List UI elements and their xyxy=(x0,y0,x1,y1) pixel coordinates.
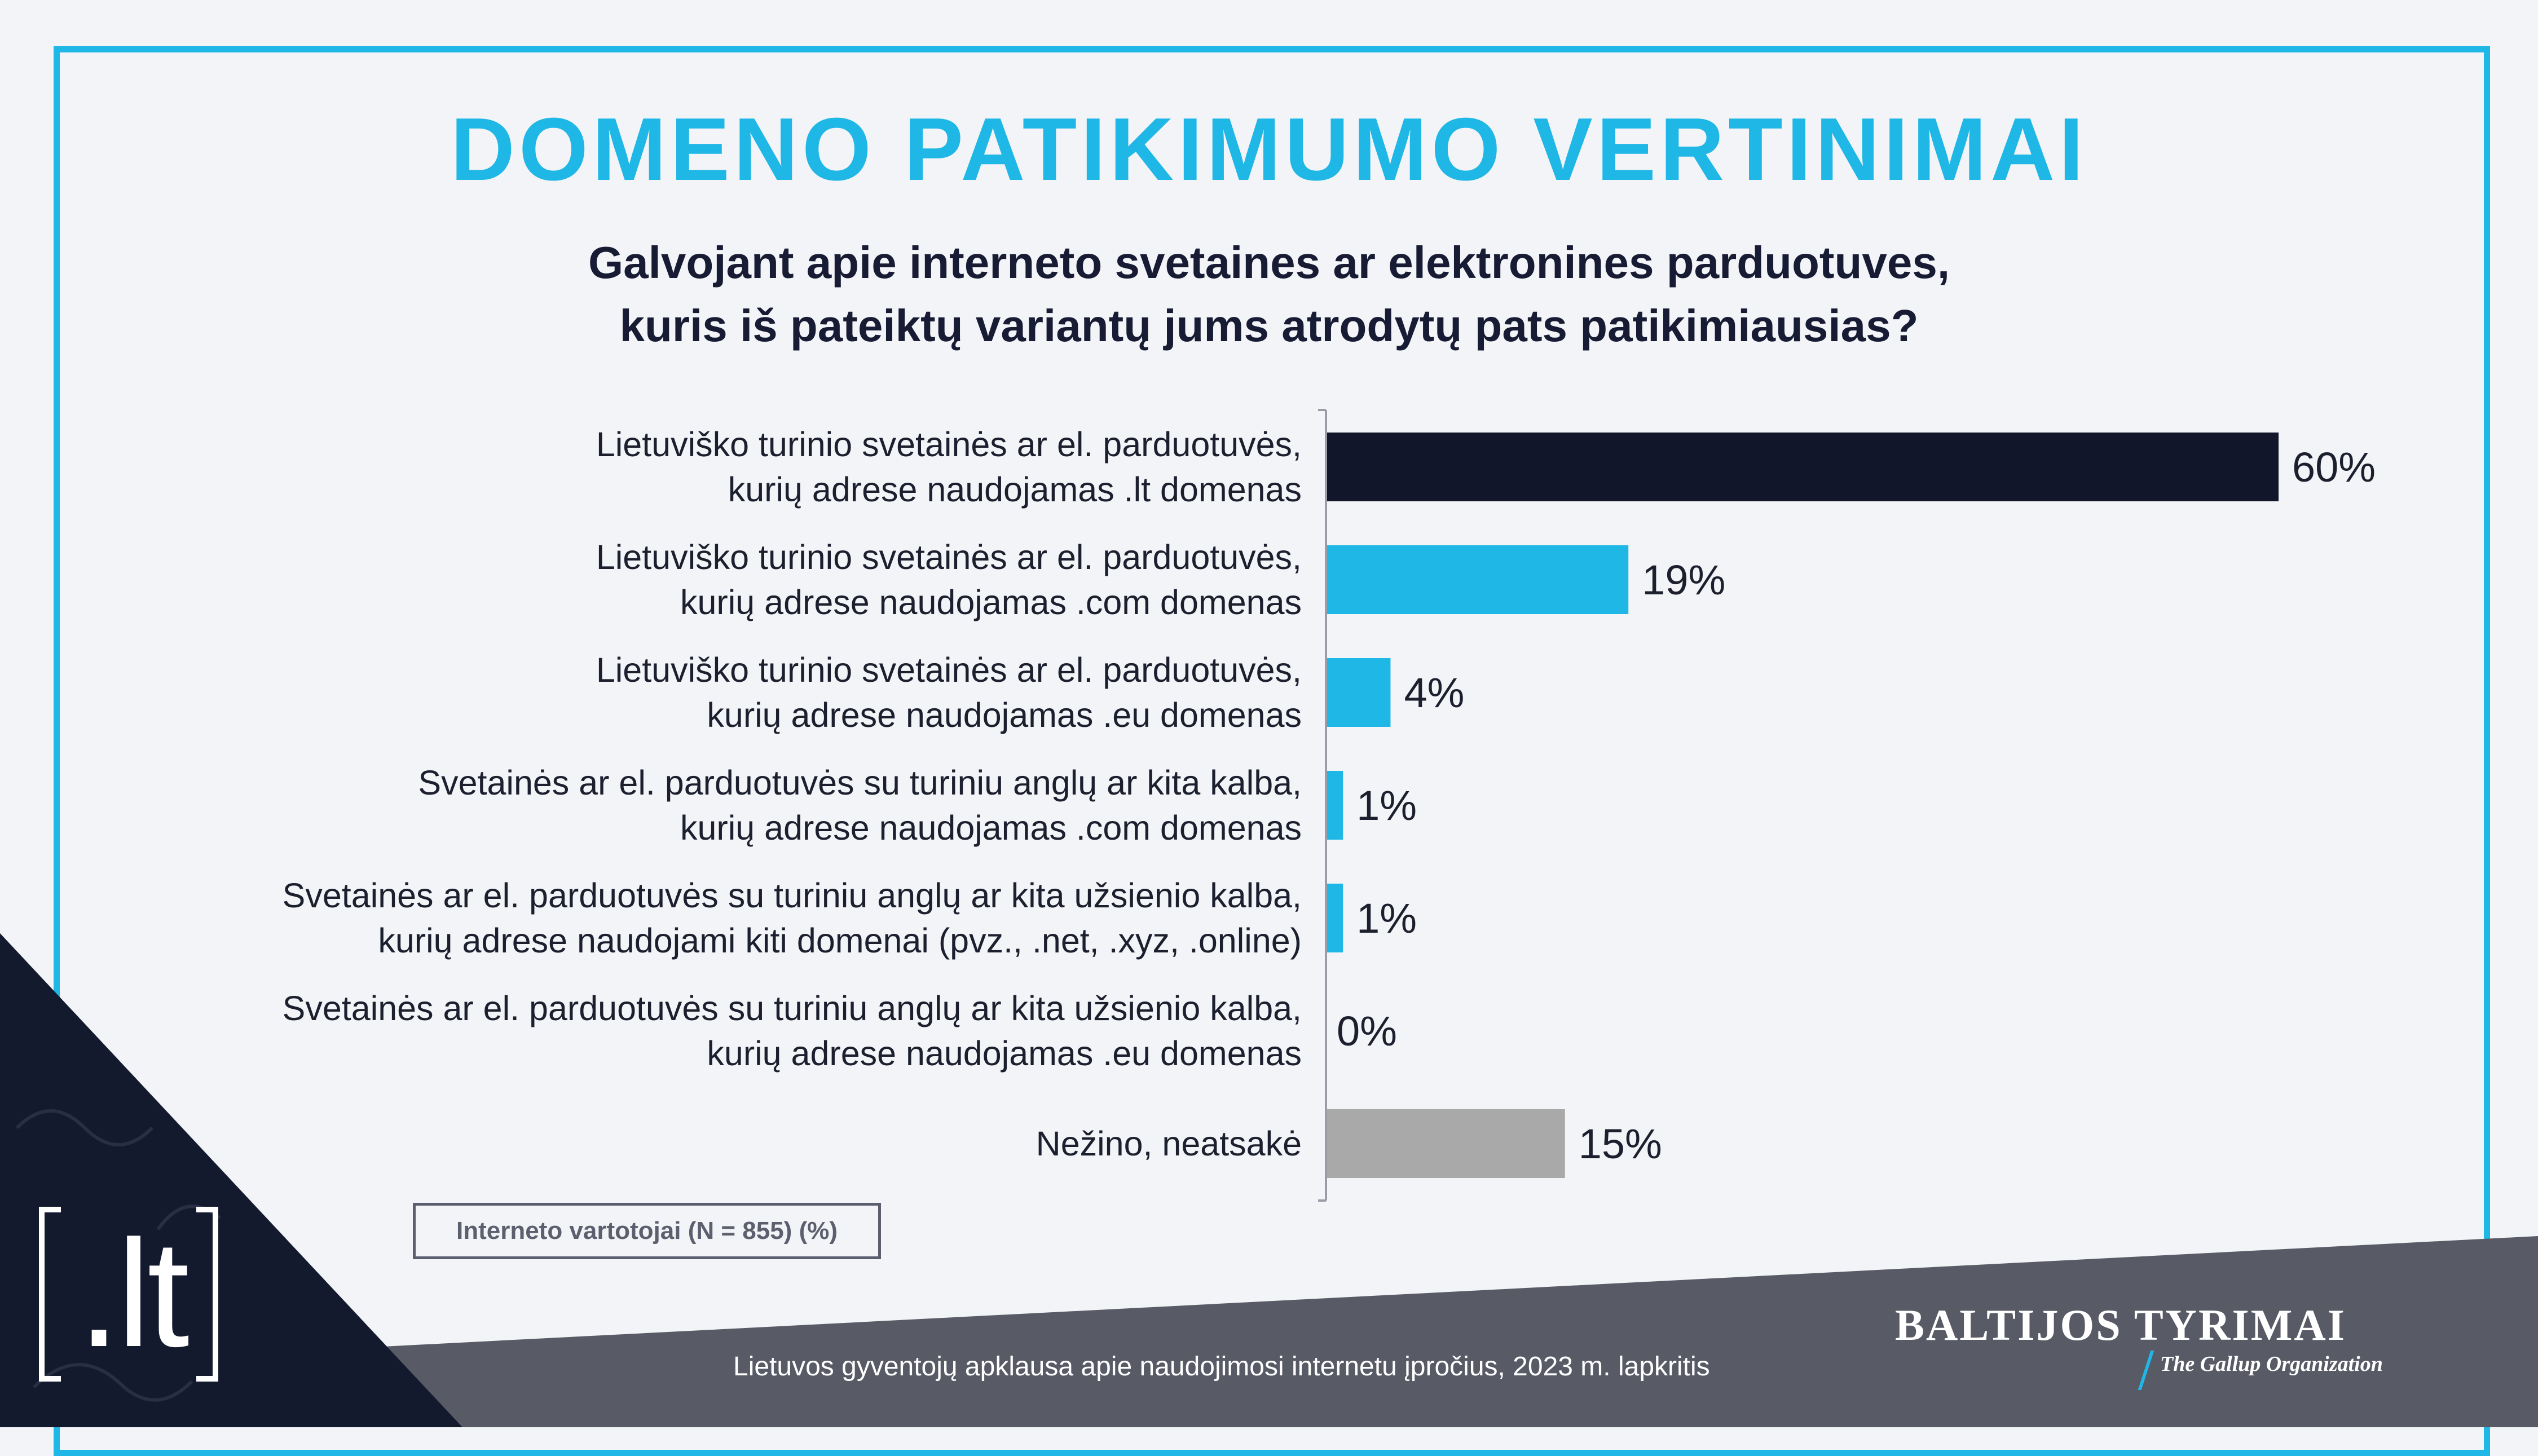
bar xyxy=(1327,545,1629,614)
brand-tagline: The Gallup Organization xyxy=(2160,1352,2383,1376)
bar xyxy=(1327,433,2279,501)
question-line-1: Galvojant apie interneto svetaines ar el… xyxy=(588,237,1950,288)
value-label: 19% xyxy=(1642,557,1725,603)
category-label-line: Lietuviško turinio svetainės ar el. pard… xyxy=(596,425,1302,464)
category-label-line: kurių adrese naudojamas .eu domenas xyxy=(707,696,1302,734)
category-label-line: Svetainės ar el. parduotuvės su turiniu … xyxy=(283,989,1302,1027)
category-label: Svetainės ar el. parduotuvės su turiniu … xyxy=(283,876,1302,960)
bar xyxy=(1327,771,1343,840)
category-label-line: Lietuviško turinio svetainės ar el. pard… xyxy=(596,538,1302,576)
category-label-line: Svetainės ar el. parduotuvės su turiniu … xyxy=(283,876,1302,915)
category-label-line: Svetainės ar el. parduotuvės su turiniu … xyxy=(418,764,1302,802)
base-note: Interneto vartotojai (N = 855) (%) xyxy=(413,1203,881,1259)
page-title: DOMENO PATIKIMUMO VERTINIMAI xyxy=(450,100,2088,199)
category-label: Nežino, neatsakė xyxy=(1036,1124,1302,1163)
category-label-line: kurių adrese naudojamas .lt domenas xyxy=(728,470,1302,509)
question-text: Galvojant apie interneto svetaines ar el… xyxy=(0,231,2538,358)
survey-caption: Lietuvos gyventojų apklausa apie naudoji… xyxy=(733,1352,1710,1382)
category-label: Lietuviško turinio svetainės ar el. pard… xyxy=(596,425,1302,509)
category-label-line: kurių adrese naudojamas .eu domenas xyxy=(707,1034,1302,1073)
bar xyxy=(1327,658,1391,727)
category-label-line: kurių adrese naudojamas .com domenas xyxy=(680,583,1302,621)
category-label-line: Nežino, neatsakė xyxy=(1036,1124,1302,1163)
brand-name: BALTIJOS TYRIMAI xyxy=(1894,1300,2347,1349)
value-label: 0% xyxy=(1337,1008,1397,1055)
value-label: 4% xyxy=(1404,669,1464,716)
category-label: Lietuviško turinio svetainės ar el. pard… xyxy=(596,538,1302,621)
bar xyxy=(1327,884,1343,952)
value-label: 1% xyxy=(1356,782,1417,829)
value-label: 15% xyxy=(1579,1120,1662,1167)
question-line-2: kuris iš pateiktų variantų jums atrodytų… xyxy=(619,301,1919,351)
category-label: Lietuviško turinio svetainės ar el. pard… xyxy=(596,651,1302,734)
value-label: 60% xyxy=(2292,444,2376,491)
logo-text: .lt xyxy=(78,1209,190,1379)
category-label-line: kurių adrese naudojamas .com domenas xyxy=(680,809,1302,847)
category-label-line: kurių adrese naudojami kiti domenai (pvz… xyxy=(378,921,1302,960)
bar xyxy=(1327,1109,1565,1178)
value-label: 1% xyxy=(1356,895,1417,942)
category-label: Svetainės ar el. parduotuvės su turiniu … xyxy=(283,989,1302,1073)
category-label-line: Lietuviško turinio svetainės ar el. pard… xyxy=(596,651,1302,689)
category-label: Svetainės ar el. parduotuvės su turiniu … xyxy=(418,764,1302,847)
logo-bracket-icon xyxy=(39,1207,218,1382)
brand-logo: BALTIJOS TYRIMAI The Gallup Organization xyxy=(1878,1300,2383,1390)
lt-logo: .lt xyxy=(38,1204,219,1384)
